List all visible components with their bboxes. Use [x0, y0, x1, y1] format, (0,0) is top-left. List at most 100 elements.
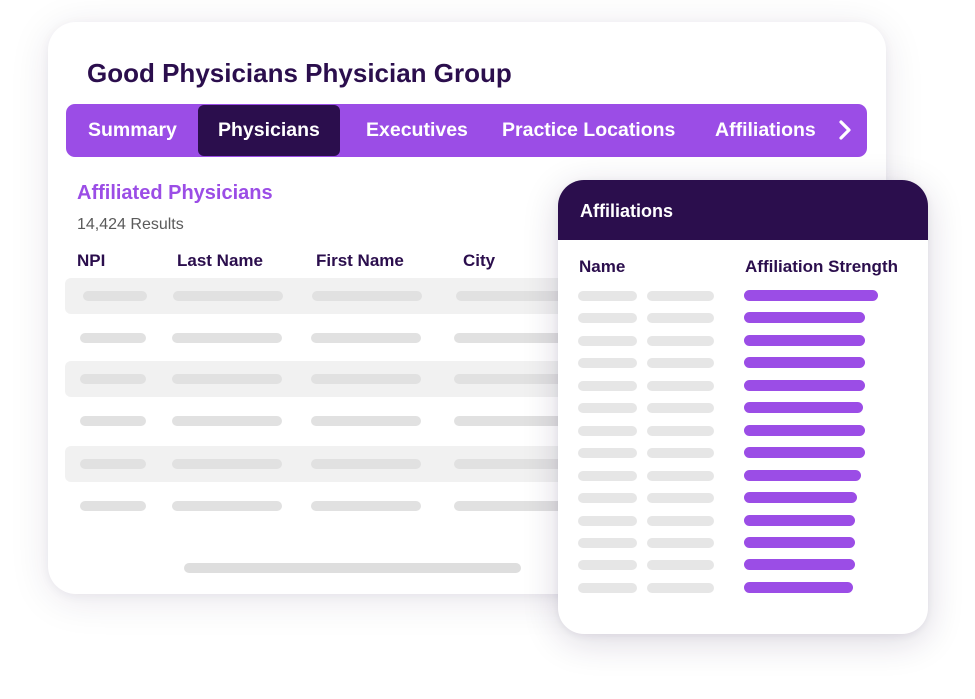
- tab-practice-locations[interactable]: Practice Locations: [502, 119, 676, 141]
- column-header-last-name[interactable]: Last Name: [177, 251, 263, 270]
- placeholder-cell: [647, 448, 714, 459]
- column-header-name[interactable]: Name: [579, 257, 626, 276]
- placeholder-cell: [647, 313, 714, 324]
- chevron-right-icon[interactable]: [833, 118, 857, 142]
- affiliation-strength-bar: [744, 447, 865, 459]
- tab-executives[interactable]: Executives: [366, 119, 468, 141]
- affiliation-strength-bar: [744, 379, 865, 391]
- horizontal-scrollbar[interactable]: [184, 563, 521, 573]
- placeholder-cell: [647, 358, 714, 369]
- list-item[interactable]: [558, 581, 928, 594]
- placeholder-cell: [172, 416, 282, 426]
- placeholder-cell: [578, 582, 637, 593]
- placeholder-cell: [578, 313, 637, 324]
- placeholder-cell: [578, 358, 637, 369]
- placeholder-cell: [647, 470, 714, 481]
- table-row[interactable]: [65, 446, 605, 482]
- column-header-city[interactable]: City: [463, 251, 496, 270]
- placeholder-cell: [578, 291, 637, 301]
- column-header-affiliation-strength[interactable]: Affiliation Strength: [745, 257, 898, 276]
- placeholder-cell: [454, 459, 605, 469]
- placeholder-cell: [311, 501, 421, 511]
- placeholder-cell: [647, 380, 714, 391]
- placeholder-cell: [647, 515, 714, 526]
- placeholder-cell: [172, 374, 282, 384]
- table-row[interactable]: [65, 278, 605, 314]
- placeholder-cell: [647, 537, 714, 548]
- list-item[interactable]: [558, 492, 928, 504]
- placeholder-cell: [578, 515, 637, 526]
- list-item[interactable]: [558, 536, 928, 549]
- affiliation-strength-bar: [744, 492, 857, 504]
- table-row[interactable]: [65, 403, 605, 439]
- placeholder-cell: [578, 560, 637, 571]
- affiliation-strength-bar: [744, 536, 855, 548]
- placeholder-cell: [172, 459, 282, 469]
- placeholder-cell: [578, 425, 637, 436]
- table-row[interactable]: [65, 488, 605, 524]
- placeholder-cell: [578, 470, 637, 481]
- placeholder-cell: [647, 582, 714, 593]
- list-item[interactable]: [558, 402, 928, 414]
- placeholder-cell: [80, 501, 146, 511]
- placeholder-cell: [80, 459, 146, 469]
- affiliations-header: Affiliations: [558, 180, 928, 240]
- placeholder-cell: [311, 374, 421, 384]
- affiliation-strength-bar: [744, 581, 853, 593]
- placeholder-cell: [647, 291, 714, 301]
- affiliation-strength-bar: [744, 334, 865, 346]
- list-item[interactable]: [558, 312, 928, 324]
- list-item[interactable]: [558, 514, 928, 527]
- placeholder-cell: [454, 416, 605, 426]
- list-item[interactable]: [558, 290, 928, 302]
- placeholder-cell: [647, 493, 714, 504]
- affiliation-strength-bar: [744, 290, 878, 301]
- list-item[interactable]: [558, 559, 928, 571]
- list-item[interactable]: [558, 357, 928, 369]
- placeholder-cell: [647, 560, 714, 571]
- placeholder-cell: [456, 291, 605, 301]
- placeholder-cell: [80, 333, 146, 343]
- placeholder-cell: [578, 448, 637, 459]
- placeholder-cell: [173, 291, 283, 301]
- placeholder-cell: [578, 380, 637, 391]
- placeholder-cell: [454, 333, 605, 343]
- results-count: 14,424 Results: [77, 216, 184, 233]
- placeholder-cell: [172, 333, 282, 343]
- placeholder-cell: [578, 403, 637, 414]
- table-row[interactable]: [65, 361, 605, 397]
- list-item[interactable]: [558, 447, 928, 459]
- tab-physicians[interactable]: Physicians: [198, 105, 340, 156]
- affiliations-panel: Affiliations Name Affiliation Strength: [558, 180, 928, 634]
- list-item[interactable]: [558, 334, 928, 347]
- column-header-npi[interactable]: NPI: [77, 251, 106, 270]
- placeholder-cell: [578, 493, 637, 504]
- placeholder-cell: [578, 537, 637, 548]
- placeholder-cell: [172, 501, 282, 511]
- column-header-first-name[interactable]: First Name: [316, 251, 404, 270]
- affiliation-strength-bar: [744, 424, 865, 436]
- placeholder-cell: [312, 291, 422, 301]
- affiliation-strength-bar: [744, 469, 861, 481]
- placeholder-cell: [311, 333, 421, 343]
- tab-bar: Summary Physicians Executives Practice L…: [66, 104, 867, 157]
- placeholder-cell: [578, 335, 637, 346]
- list-item[interactable]: [558, 379, 928, 392]
- placeholder-cell: [454, 501, 605, 511]
- tab-summary[interactable]: Summary: [88, 119, 177, 141]
- affiliations-title: Affiliations: [580, 201, 673, 221]
- placeholder-cell: [311, 416, 421, 426]
- tab-affiliations[interactable]: Affiliations: [715, 119, 816, 141]
- placeholder-cell: [80, 416, 146, 426]
- affiliation-strength-bar: [744, 357, 865, 369]
- placeholder-cell: [311, 459, 421, 469]
- placeholder-cell: [647, 403, 714, 414]
- section-title: Affiliated Physicians: [77, 182, 273, 204]
- placeholder-cell: [454, 374, 605, 384]
- affiliation-strength-bar: [744, 402, 863, 414]
- table-row[interactable]: [65, 320, 605, 356]
- list-item[interactable]: [558, 469, 928, 482]
- list-item[interactable]: [558, 424, 928, 437]
- page-title: Good Physicians Physician Group: [87, 58, 512, 88]
- affiliation-strength-bar: [744, 559, 855, 571]
